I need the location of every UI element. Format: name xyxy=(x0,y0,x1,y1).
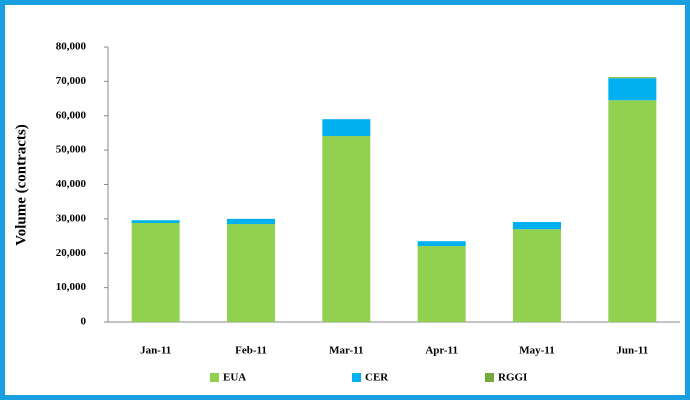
bar-segment xyxy=(417,246,466,322)
bar-segment xyxy=(131,223,180,322)
bar-segment xyxy=(417,241,466,247)
y-axis-label: Volume (contracts) xyxy=(13,124,29,246)
y-tick-label: 20,000 xyxy=(56,247,87,259)
bar-segment xyxy=(322,136,371,322)
bar-segment xyxy=(322,119,371,137)
legend-swatch xyxy=(352,373,361,382)
legend-label: CER xyxy=(365,372,389,384)
x-tick-label: Apr-11 xyxy=(425,345,458,357)
x-tick-label: Mar-11 xyxy=(329,345,363,357)
bar-segment xyxy=(131,220,180,223)
legend-label: RGGI xyxy=(498,372,527,384)
legend-swatch xyxy=(485,373,494,382)
x-tick-label: May-11 xyxy=(519,345,554,357)
chart: Volume (contracts) 0 10,000 20,000 30,000 40… xyxy=(13,41,680,384)
bar-segment xyxy=(608,100,657,322)
y-tick-label: 10,000 xyxy=(56,281,87,293)
y-tick-label: 40,000 xyxy=(56,178,87,190)
bar-segment xyxy=(608,77,657,79)
x-tick-label: Jan-11 xyxy=(140,345,171,357)
bar-segment xyxy=(227,224,275,322)
legend-swatch xyxy=(210,373,219,382)
y-tick-label: 80,000 xyxy=(56,41,87,53)
x-tick-label: Jun-11 xyxy=(616,345,648,357)
bar-segment xyxy=(513,229,561,322)
y-tick-label: 50,000 xyxy=(56,144,87,156)
bar-segment xyxy=(227,218,275,225)
y-tick-label: 30,000 xyxy=(56,212,87,224)
y-tick-label: 60,000 xyxy=(56,109,87,121)
bar-segment xyxy=(608,78,657,101)
legend-label: EUA xyxy=(223,372,246,384)
bar-segment xyxy=(513,221,561,230)
y-tick-label: 0 xyxy=(81,316,87,328)
y-tick-label: 70,000 xyxy=(56,75,87,87)
x-tick-label: Feb-11 xyxy=(235,345,267,357)
